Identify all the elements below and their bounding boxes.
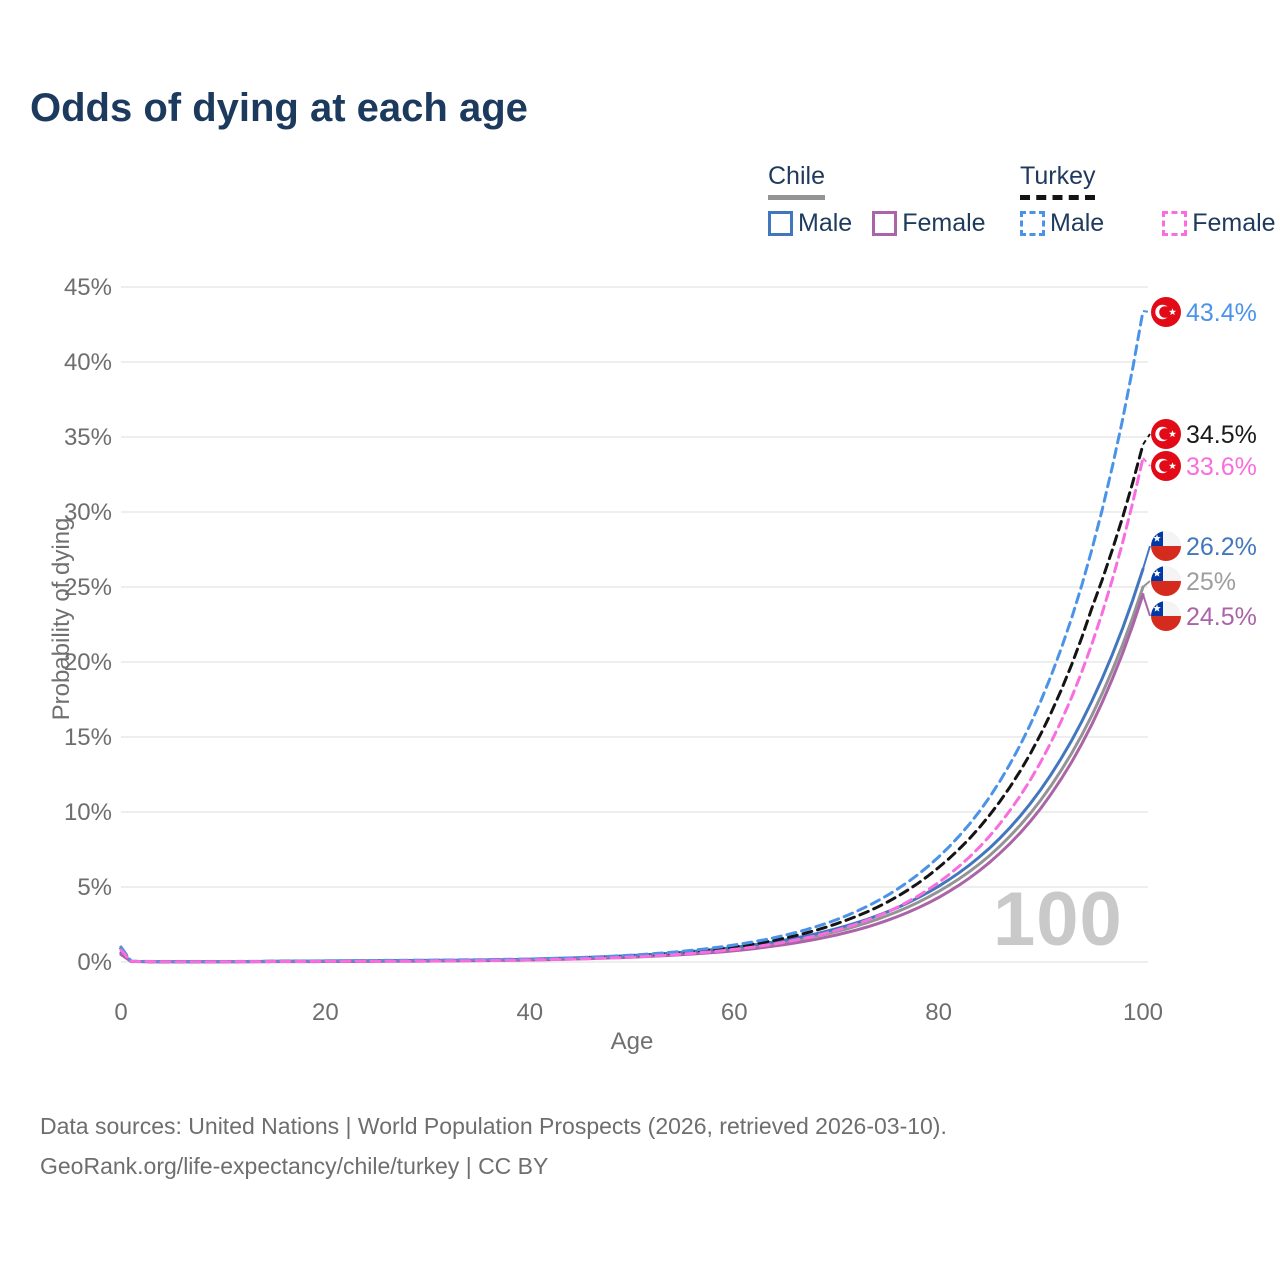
x-axis-title: Age [610,1028,654,1055]
y-tick-label: 45% [64,274,112,301]
gridlines: 0% 5% 10% 15% 20% 25% 30% 35% 40% 45% [64,274,1148,976]
series-line-turkey-female [119,456,1145,964]
legend-item-turkey-female[interactable]: Female [1162,209,1276,238]
end-value-label-chile-male: 26.2% [1186,533,1257,561]
chile-male-swatch-icon[interactable] [768,211,793,236]
y-tick-label: 35% [64,424,112,451]
age-counter-watermark: 100 [993,877,1123,962]
label-connector-turkey-both [1142,433,1151,446]
label-connector-turkey-male [1142,310,1151,313]
y-tick-label: 30% [64,499,112,526]
chile-flag-icon [1151,531,1181,561]
legend-items-turkey: Male Female [1020,209,1276,238]
y-tick-label: 40% [64,349,112,376]
y-tick-label: 0% [77,949,112,976]
legend-item-chile-female[interactable]: Female [872,209,986,238]
turkey-flag-icon [1151,297,1181,327]
label-connector-chile-female [1142,594,1151,617]
y-tick-label: 10% [64,799,112,826]
turkey-male-swatch-icon[interactable] [1020,211,1045,236]
end-value-label-turkey-both: 34.5% [1186,421,1257,449]
x-tick-label: 100 [1123,999,1163,1026]
y-axis-title: Probability of dying [48,517,75,721]
series-line-chile-female [119,593,1145,964]
legend-item-chile-male[interactable]: Male [768,209,852,238]
legend-group-turkey: Turkey Male Female [1020,162,1276,238]
legend-label-chile-female: Female [902,209,986,237]
end-value-label-turkey-male: 43.4% [1186,299,1257,327]
chile-female-swatch-icon[interactable] [872,211,898,236]
footer: Data sources: United Nations | World Pop… [40,1106,947,1186]
x-tick-label: 60 [721,999,748,1026]
x-tick-label: 80 [925,999,952,1026]
legend-label-turkey-female: Female [1192,209,1276,237]
footer-sources-line: Data sources: United Nations | World Pop… [40,1113,947,1139]
legend-item-turkey-male[interactable]: Male [1020,209,1104,238]
turkey-flag-icon [1151,419,1181,449]
x-tick-label: 0 [114,999,127,1026]
label-connector-chile-both [1142,580,1151,588]
series-lines [119,309,1145,964]
turkey-female-swatch-icon[interactable] [1162,211,1188,236]
x-tick-label: 20 [312,999,339,1026]
y-tick-label: 5% [77,874,112,901]
y-tick-label: 20% [64,649,112,676]
legend-label-turkey-male: Male [1050,209,1105,237]
label-connector-chile-male [1142,545,1151,570]
chile-flag-icon [1151,601,1181,631]
x-tick-label: 40 [516,999,543,1026]
turkey-flag-icon [1151,451,1181,481]
series-line-chile-both [119,585,1145,964]
y-tick-label: 15% [64,724,112,751]
page-title: Odds of dying at each age [30,86,528,130]
end-value-label-chile-both: 25% [1186,568,1236,596]
legend-label-chile-male: Male [798,209,853,237]
end-labels: 43.4% 34.5% 33.6% 26.2% 25% 24.5% [1142,297,1257,631]
legend-group-chile: Chile Male Female [768,162,986,238]
legend-country-chile[interactable]: Chile [768,162,825,200]
end-value-label-chile-female: 24.5% [1186,603,1257,631]
end-value-label-turkey-female: 33.6% [1186,453,1257,481]
series-line-turkey-male [119,309,1145,964]
legend-country-turkey[interactable]: Turkey [1020,162,1096,200]
y-tick-label: 25% [64,574,112,601]
series-line-chile-male [119,567,1145,964]
chile-flag-icon [1151,566,1181,596]
series-line-turkey-both [119,443,1145,964]
label-connector-turkey-female [1142,457,1151,467]
footer-license-line: GeoRank.org/life-expectancy/chile/turkey… [40,1153,549,1179]
legend-items-chile: Male Female [768,209,986,238]
x-axis-ticks: 0 20 40 60 80 100 [114,999,1163,1026]
